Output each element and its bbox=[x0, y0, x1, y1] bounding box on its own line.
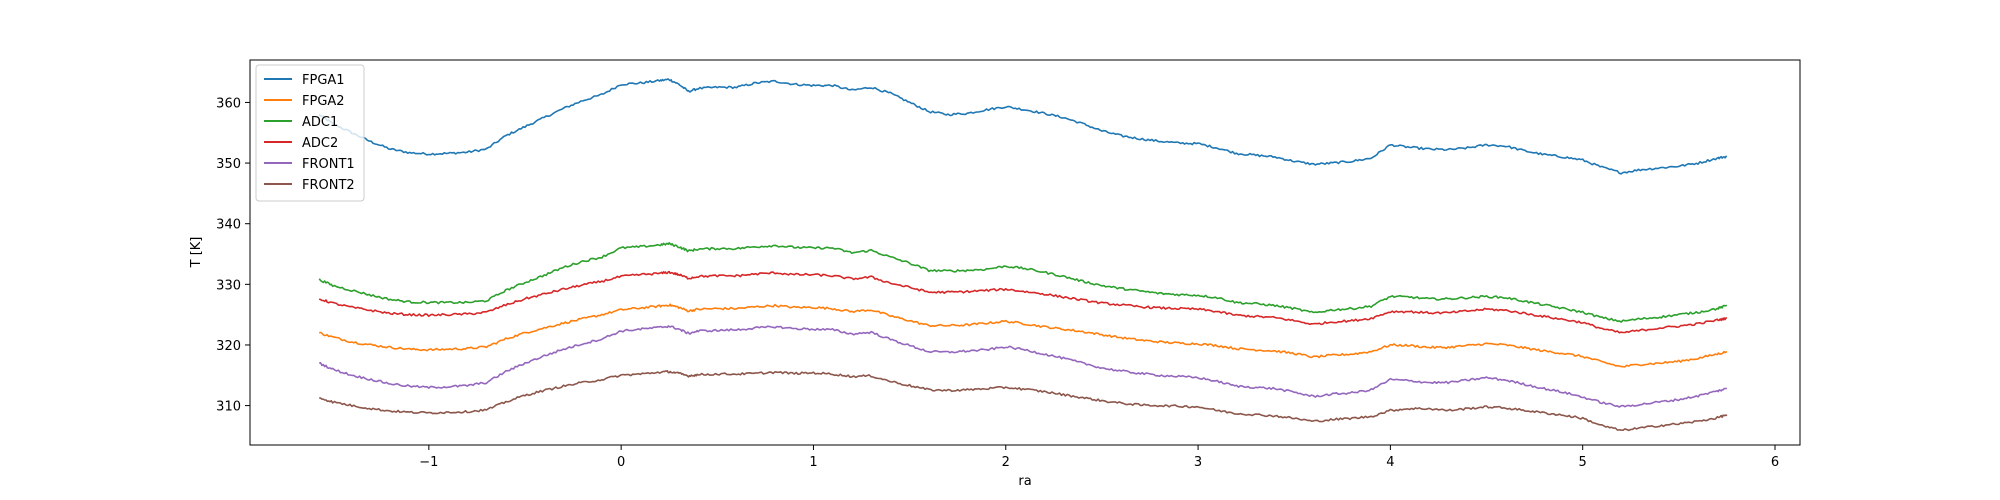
legend-label-fpga2: FPGA2 bbox=[302, 94, 345, 109]
legend-label-front2: FRONT2 bbox=[302, 178, 355, 193]
x-tick-label: 2 bbox=[1002, 455, 1010, 470]
x-tick-label: −1 bbox=[419, 455, 438, 470]
series-line-adc1 bbox=[318, 242, 1727, 323]
y-tick-label: 310 bbox=[216, 400, 241, 415]
legend: FPGA1 FPGA2 ADC1 ADC2 FRONT1 FRONT2 bbox=[255, 64, 365, 202]
y-tick-label: 350 bbox=[216, 157, 241, 172]
x-tick-label: 6 bbox=[1771, 455, 1779, 470]
x-tick-label: 4 bbox=[1386, 455, 1394, 470]
y-axis-label: T [K] bbox=[189, 237, 204, 269]
x-axis-label: ra bbox=[1018, 474, 1031, 489]
legend-label-adc2: ADC2 bbox=[302, 136, 338, 151]
series-line-fpga1 bbox=[318, 78, 1727, 175]
y-tick-label: 320 bbox=[216, 339, 241, 354]
y-tick-label: 340 bbox=[216, 218, 241, 233]
series-line-fpga2 bbox=[319, 303, 1728, 368]
series-line-adc2 bbox=[318, 270, 1728, 334]
legend-label-adc1: ADC1 bbox=[302, 115, 338, 130]
plot-frame bbox=[249, 59, 1801, 446]
plot-lines bbox=[318, 78, 1728, 432]
x-axis: −1 0 1 2 3 4 5 6 bbox=[419, 445, 1779, 470]
x-tick-label: 0 bbox=[617, 455, 625, 470]
y-tick-label: 330 bbox=[216, 278, 241, 293]
legend-label-front1: FRONT1 bbox=[302, 157, 355, 172]
y-tick-label: 360 bbox=[216, 96, 241, 111]
x-tick-label: 3 bbox=[1194, 455, 1202, 470]
series-line-front1 bbox=[318, 325, 1727, 408]
x-tick-label: 1 bbox=[809, 455, 817, 470]
series-line-front2 bbox=[319, 370, 1728, 432]
legend-label-fpga1: FPGA1 bbox=[302, 73, 345, 88]
x-tick-label: 5 bbox=[1579, 455, 1587, 470]
y-axis: 310 320 330 340 350 360 bbox=[216, 96, 250, 415]
